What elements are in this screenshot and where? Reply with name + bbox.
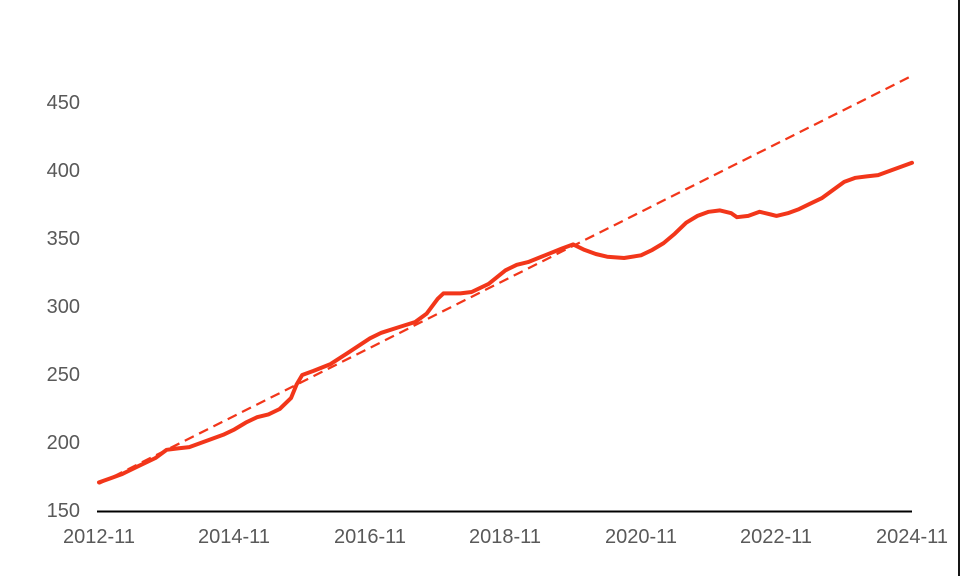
y-tick-label-5: 200 <box>46 432 80 454</box>
window-edge <box>958 0 960 576</box>
x-tick-label-4: 2020-11 <box>605 526 677 548</box>
x-tick-label-1: 2014-11 <box>198 526 270 548</box>
y-tick-label-3: 300 <box>46 296 80 318</box>
value-line-solid <box>97 160 914 485</box>
x-tick-label-5: 2022-11 <box>740 526 812 548</box>
y-tick-label-6: 150 <box>46 500 80 522</box>
x-tick-label-2: 2016-11 <box>334 526 406 548</box>
y-tick-label-1: 400 <box>46 160 80 182</box>
x-tick-label-3: 2018-11 <box>469 526 541 548</box>
y-tick-label-0: 450 <box>46 92 80 114</box>
y-tick-label-2: 350 <box>46 228 80 250</box>
x-tick-label-0: 2012-11 <box>63 526 135 548</box>
x-tick-label-6: 2024-11 <box>876 526 948 548</box>
y-tick-label-4: 250 <box>46 364 80 386</box>
trend-line-dashed <box>98 74 913 485</box>
